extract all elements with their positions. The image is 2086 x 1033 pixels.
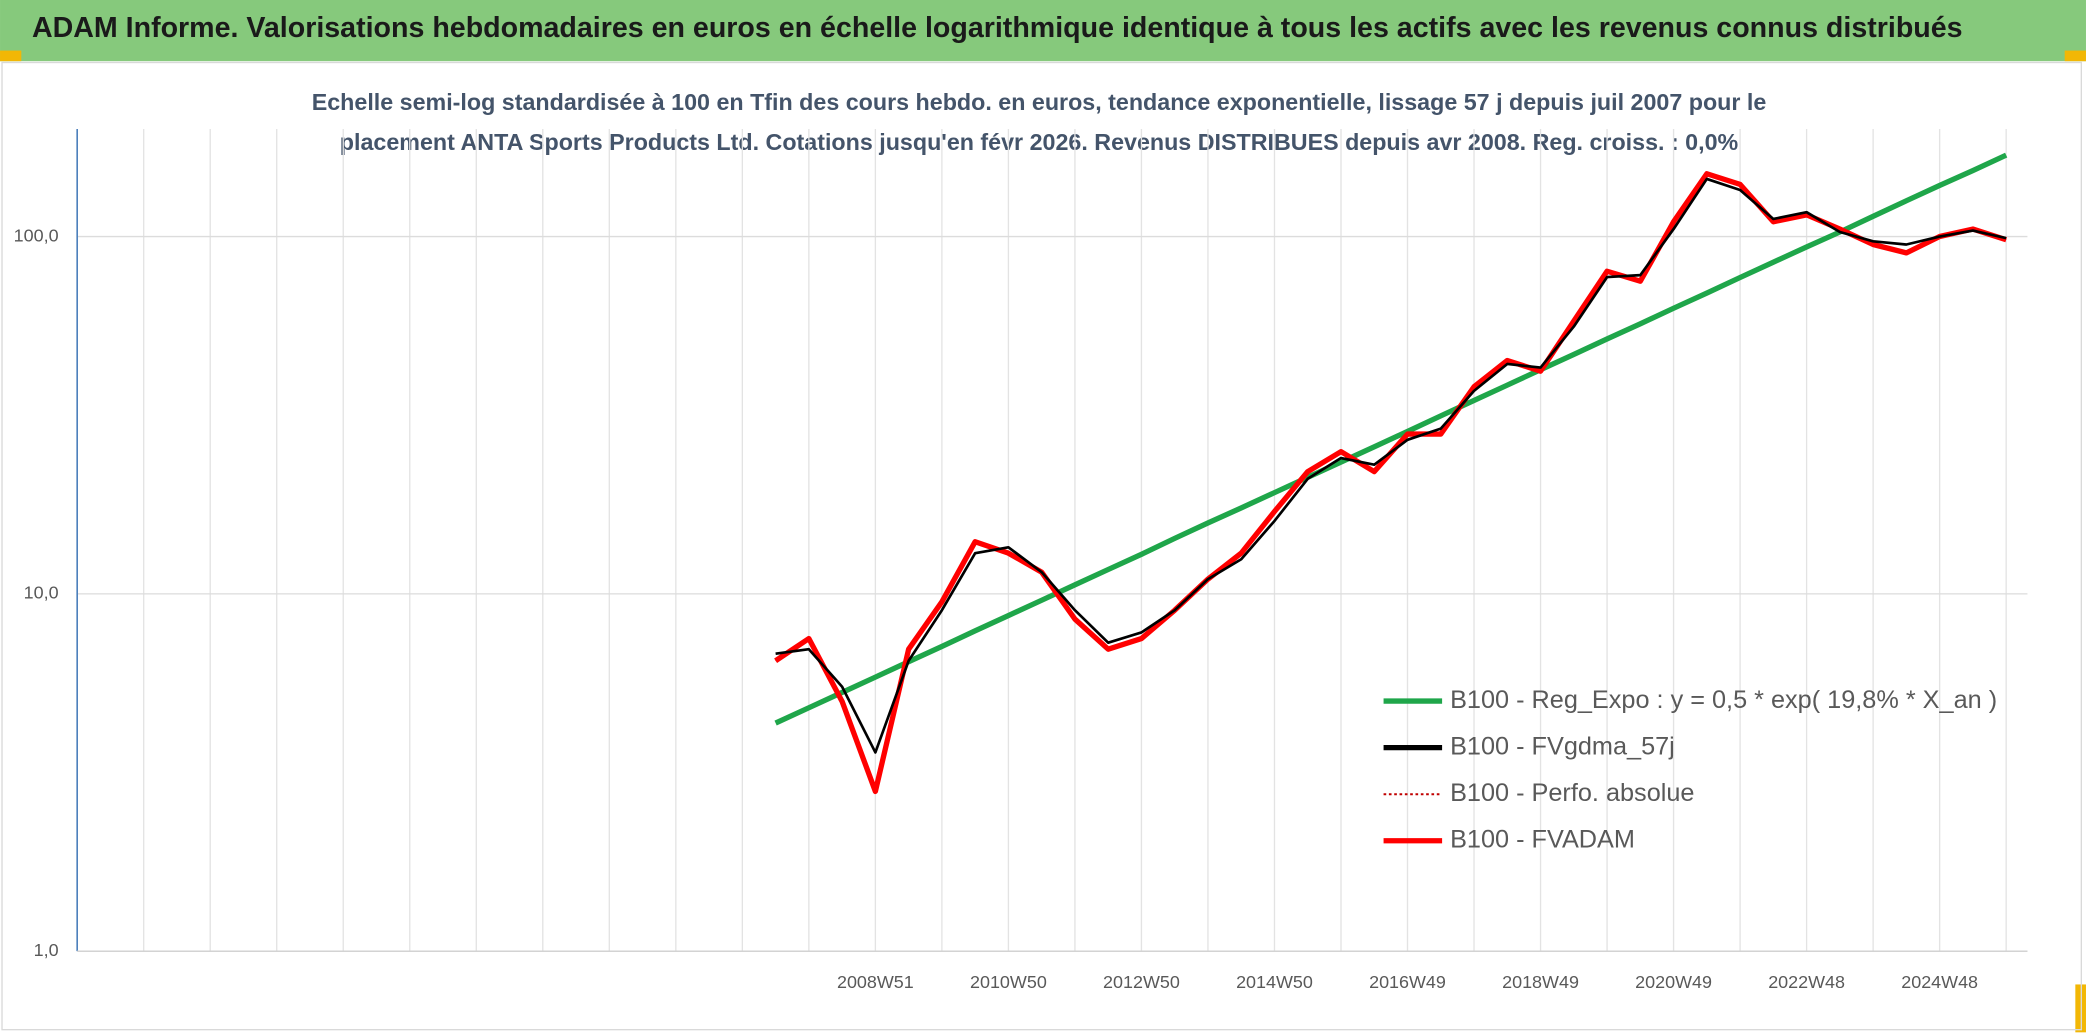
x-tick-label: 2008W51	[837, 972, 914, 992]
series-line	[774, 152, 2008, 726]
y-tick-label: 10,0	[24, 583, 59, 603]
chart-subtitle: placement ANTA Sports Products Ltd. Cota…	[340, 129, 1739, 155]
header-title: ADAM Informe. Valorisations hebdomadaire…	[32, 12, 1963, 44]
x-tick-label: 2020W49	[1635, 972, 1712, 992]
chart-border	[1, 61, 2082, 1031]
x-tick-label: 2014W50	[1236, 972, 1313, 992]
legend-label: B100 - FVADAM	[1450, 825, 1635, 853]
corner-mark	[2064, 50, 2086, 62]
chart-subtitle: Echelle semi-log standardisée à 100 en T…	[312, 89, 1767, 115]
x-tick-label: 2018W49	[1502, 972, 1579, 992]
x-tick-label: 2012W50	[1103, 972, 1180, 992]
legend-label: B100 - Perfo. absolue	[1450, 779, 1694, 807]
header-band	[0, 0, 2086, 62]
legend-label: B100 - FVgdma_57j	[1450, 732, 1675, 760]
x-tick-label: 2010W50	[970, 972, 1047, 992]
x-tick-label: 2016W49	[1369, 972, 1446, 992]
corner-mark	[0, 50, 22, 62]
series-line	[775, 177, 2007, 754]
y-tick-label: 1,0	[34, 940, 59, 960]
legend-label: B100 - Reg_Expo : y = 0,5 * exp( 19,8% *…	[1450, 686, 1997, 714]
x-tick-label: 2024W48	[1901, 972, 1978, 992]
x-tick-label: 2022W48	[1768, 972, 1845, 992]
y-tick-label: 100,0	[14, 225, 59, 245]
